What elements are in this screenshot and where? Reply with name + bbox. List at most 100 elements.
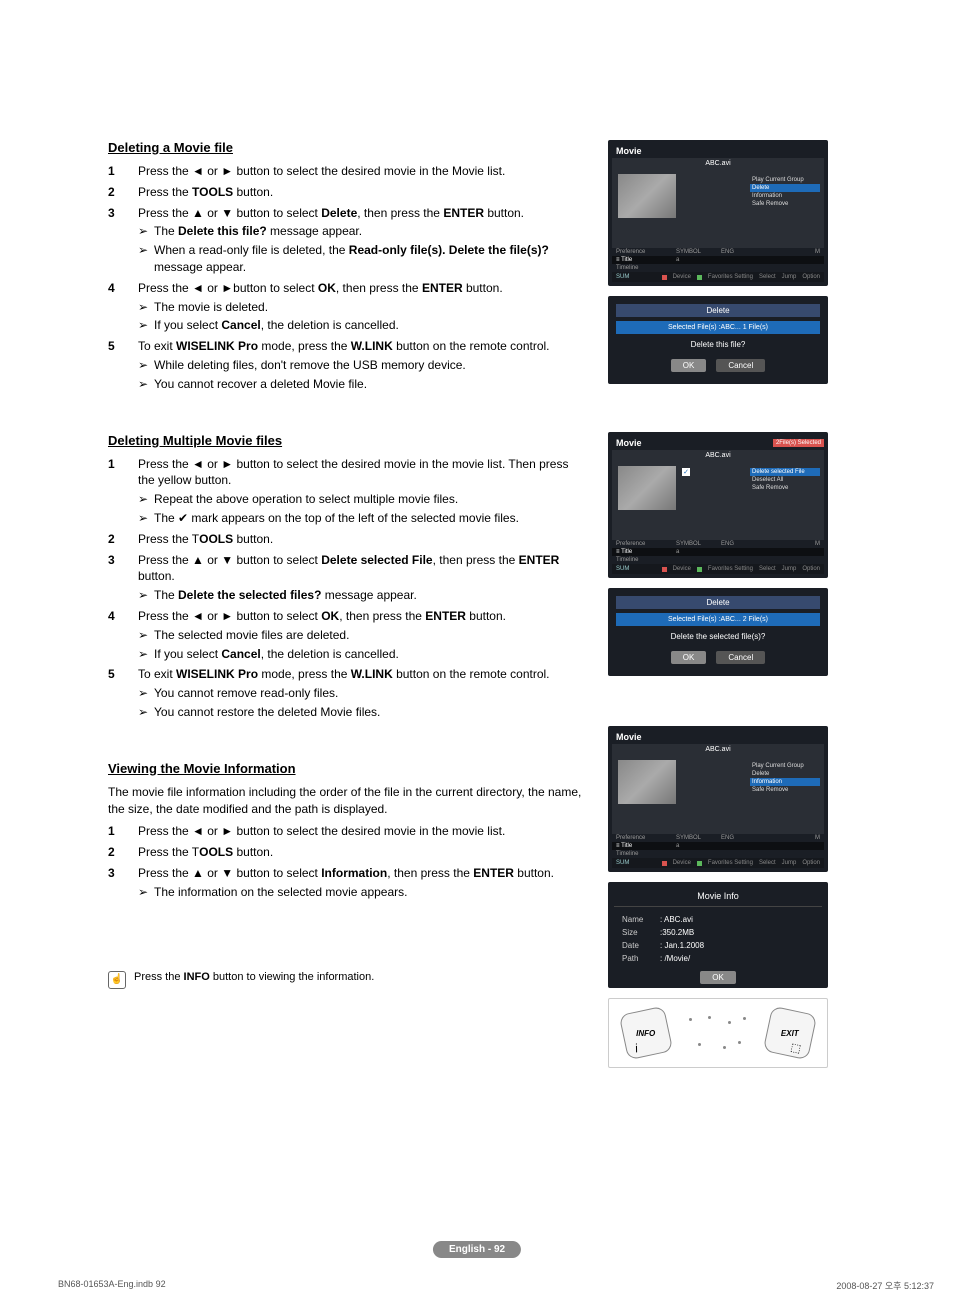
section-title: Viewing the Movie Information bbox=[108, 761, 588, 776]
bullet-icon: ➢ bbox=[138, 242, 154, 276]
text: When a read-only file is deleted, the bbox=[154, 243, 349, 257]
footer-label: Favorites Setting bbox=[708, 860, 753, 866]
bullet-icon: ➢ bbox=[138, 357, 154, 374]
right-arrow-icon: ► bbox=[221, 281, 233, 295]
hand-icon: ☝ bbox=[108, 971, 126, 989]
meta-label: M bbox=[815, 541, 820, 547]
dialog-delete-multi: Delete Selected File(s) :ABC... 2 File(s… bbox=[608, 588, 828, 676]
bullet-icon: ➢ bbox=[138, 685, 154, 702]
text-bold: TOOLS bbox=[192, 185, 233, 199]
tv-title: Movie bbox=[612, 730, 824, 744]
text-bold: INFO bbox=[184, 971, 210, 983]
text: The bbox=[154, 224, 178, 238]
footer-label: Select bbox=[759, 860, 776, 866]
info-label: Size bbox=[622, 928, 660, 937]
text: button. bbox=[233, 532, 273, 546]
dialog-selection: Selected File(s) :ABC... 1 File(s) bbox=[616, 321, 820, 334]
color-square-icon bbox=[662, 861, 667, 866]
text: button to select the desired movie in th… bbox=[233, 824, 505, 838]
left-arrow-icon: ◄ bbox=[192, 609, 204, 623]
text-bold: ENTER bbox=[443, 206, 484, 220]
footer-label: Select bbox=[759, 566, 776, 572]
text: button on the remote control. bbox=[393, 667, 550, 681]
text-bold: ENTER bbox=[519, 553, 560, 567]
exit-button-icon: EXIT ⬚ bbox=[763, 1006, 818, 1061]
step-2: 2 Press the TOOLS button. bbox=[108, 531, 588, 548]
section-viewing-info: Viewing the Movie Information The movie … bbox=[108, 761, 588, 901]
dialog-title: Movie Info bbox=[614, 888, 822, 904]
text: button to select bbox=[233, 609, 321, 623]
sum-label: SUM bbox=[616, 274, 629, 280]
menu-item: Safe Remove bbox=[750, 484, 820, 492]
text: , then press the bbox=[336, 281, 422, 295]
text: You cannot remove read-only files. bbox=[154, 685, 588, 702]
meta-label: Preference bbox=[616, 249, 656, 255]
text: Press the T bbox=[138, 845, 199, 859]
text: The bbox=[154, 511, 178, 525]
bullet-icon: ➢ bbox=[138, 317, 154, 334]
text: Press the bbox=[138, 824, 192, 838]
section-title: Deleting Multiple Movie files bbox=[108, 433, 588, 448]
meta-label: a bbox=[676, 257, 679, 263]
footer-label: Select bbox=[759, 274, 776, 280]
menu-item: Deselect All bbox=[750, 476, 820, 484]
text: The information on the selected movie ap… bbox=[154, 884, 588, 901]
text: , then press the bbox=[339, 609, 425, 623]
bullet-icon: ➢ bbox=[138, 884, 154, 901]
text: or bbox=[204, 866, 221, 880]
text: or bbox=[204, 206, 221, 220]
screenshots-column: Movie ABC.avi Play Current Group Delete … bbox=[608, 140, 828, 1068]
meta-label: Timeline bbox=[616, 557, 656, 563]
meta-label: a bbox=[676, 549, 679, 555]
cancel-button: Cancel bbox=[716, 651, 765, 664]
meta-label: a bbox=[676, 843, 679, 849]
right-arrow-icon: ► bbox=[221, 164, 233, 178]
meta-label: M bbox=[815, 249, 820, 255]
text-bold: Cancel bbox=[221, 647, 260, 661]
menu-item: Play Current Group bbox=[750, 762, 820, 770]
color-square-icon bbox=[697, 275, 702, 280]
meta-label: SYMBOL bbox=[676, 249, 701, 255]
print-file: BN68-01653A-Eng.indb 92 bbox=[58, 1279, 166, 1292]
text: or bbox=[204, 164, 221, 178]
text: button to select bbox=[233, 553, 321, 567]
text: or bbox=[204, 457, 221, 471]
text: Press the bbox=[138, 281, 192, 295]
ok-button: OK bbox=[671, 359, 707, 372]
text-bold: OOLS bbox=[199, 845, 233, 859]
color-square-icon bbox=[662, 567, 667, 572]
cancel-button: Cancel bbox=[716, 359, 765, 372]
tv-filename: ABC.avi bbox=[612, 450, 824, 461]
info-label: Path bbox=[622, 954, 660, 963]
step-1: 1 Press the ◄ or ► button to select the … bbox=[108, 823, 588, 840]
sum-label: SUM bbox=[616, 566, 629, 572]
info-value: :350.2MB bbox=[660, 928, 694, 937]
text: Press the bbox=[138, 553, 192, 567]
right-arrow-icon: ► bbox=[221, 824, 233, 838]
text-bold: OOLS bbox=[199, 532, 233, 546]
text: You cannot restore the deleted Movie fil… bbox=[154, 704, 588, 721]
footer-label: Device bbox=[673, 274, 691, 280]
text-bold: Delete selected File bbox=[321, 553, 432, 567]
step-number: 1 bbox=[108, 456, 138, 527]
step-1: 1 Press the ◄ or ► button to select the … bbox=[108, 456, 588, 527]
meta-label: Title bbox=[621, 843, 632, 849]
text: Press the T bbox=[138, 532, 199, 546]
step-4: 4 Press the ◄ or ►button to select OK, t… bbox=[108, 280, 588, 334]
text: , then press the bbox=[433, 553, 519, 567]
bullet-icon: ➢ bbox=[138, 704, 154, 721]
tv-title: Movie bbox=[612, 144, 824, 158]
text-bold: Delete bbox=[321, 206, 357, 220]
text: button on the remote control. bbox=[393, 339, 550, 353]
text: mode, press the bbox=[258, 667, 351, 681]
footer-label: Device bbox=[673, 860, 691, 866]
meta-label: ENG bbox=[721, 541, 734, 547]
text: message appear. bbox=[267, 224, 362, 238]
text: While deleting files, don't remove the U… bbox=[154, 357, 588, 374]
step-2: 2 Press the TOOLS button. bbox=[108, 844, 588, 861]
left-arrow-icon: ◄ bbox=[192, 824, 204, 838]
text-bold: OK bbox=[318, 281, 336, 295]
step-3: 3 Press the ▲ or ▼ button to select Dele… bbox=[108, 552, 588, 604]
step-number: 2 bbox=[108, 531, 138, 548]
left-arrow-icon: ◄ bbox=[192, 281, 204, 295]
